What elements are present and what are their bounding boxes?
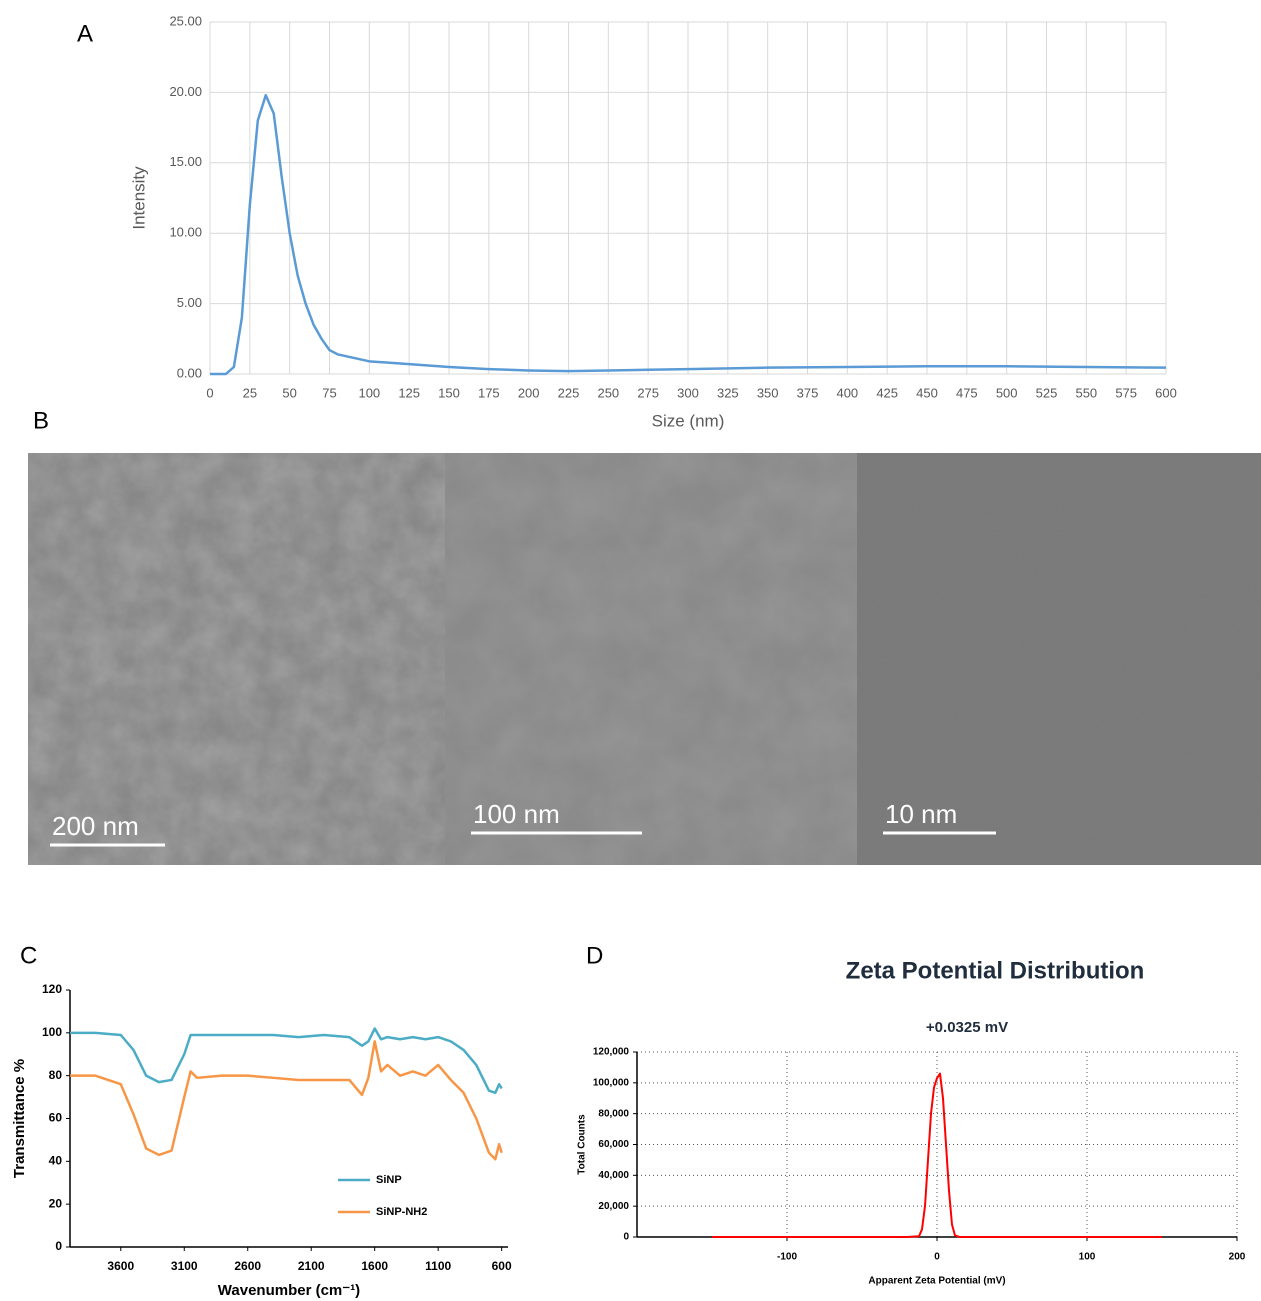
x-tick-label: 1600 <box>361 1259 388 1273</box>
x-axis-title: Wavenumber (cm⁻¹) <box>218 1282 360 1299</box>
scale-label: 200 nm <box>52 811 139 841</box>
x-tick-label: 0 <box>934 1252 940 1263</box>
x-tick-label: 3600 <box>107 1259 134 1273</box>
x-axis-title: Size (nm) <box>652 411 725 430</box>
data-line <box>210 93 1167 376</box>
y-tick-label: 80,000 <box>598 1108 629 1119</box>
y-tick-label: 0 <box>623 1232 629 1243</box>
x-tick-label: 425 <box>876 385 898 400</box>
x-tick-label: 2600 <box>234 1259 261 1273</box>
y-tick-label: 10.00 <box>169 225 202 240</box>
y-tick-label: 15.00 <box>169 154 202 169</box>
x-tick-label: 150 <box>438 385 460 400</box>
x-tick-label: 300 <box>677 385 699 400</box>
x-tick-label: 175 <box>478 385 500 400</box>
x-tick-label: 2100 <box>298 1259 325 1273</box>
x-tick-label: 325 <box>717 385 739 400</box>
x-axis-title: Apparent Zeta Potential (mV) <box>868 1276 1005 1287</box>
x-tick-label: 400 <box>836 385 858 400</box>
data-line <box>70 1040 503 1161</box>
y-tick-label: 5.00 <box>177 295 202 310</box>
y-tick-label: 40 <box>49 1154 63 1168</box>
micrographs: 200 nm 100 nm 10 nm <box>28 453 1261 865</box>
x-tick-label: 3100 <box>171 1259 198 1273</box>
y-tick-label: 20,000 <box>598 1201 629 1212</box>
x-tick-label: 350 <box>757 385 779 400</box>
y-tick-label: 80 <box>49 1068 63 1082</box>
panel-label: A <box>77 20 93 47</box>
y-tick-label: 120 <box>42 982 62 996</box>
y-tick-label: 20.00 <box>169 84 202 99</box>
x-tick-label: 550 <box>1075 385 1097 400</box>
y-tick-label: 100 <box>42 1025 62 1039</box>
y-tick-label: 25.00 <box>169 13 202 28</box>
chart-subtitle: +0.0325 mV <box>926 1019 1008 1036</box>
chart-title: Zeta Potential Distribution <box>846 957 1145 984</box>
x-tick-label: 0 <box>206 385 213 400</box>
x-tick-label: 125 <box>398 385 420 400</box>
x-tick-label: 600 <box>1155 385 1177 400</box>
data-line <box>70 1027 503 1095</box>
x-tick-label: 575 <box>1115 385 1137 400</box>
panel-label: C <box>20 942 37 969</box>
x-tick-label: 50 <box>282 385 296 400</box>
y-tick-label: 100,000 <box>593 1077 630 1088</box>
x-tick-label: 225 <box>558 385 580 400</box>
x-tick-label: 100 <box>358 385 380 400</box>
x-tick-label: 200 <box>518 385 540 400</box>
micrograph-texture <box>28 453 445 865</box>
x-tick-label: 275 <box>637 385 659 400</box>
x-tick-label: 450 <box>916 385 938 400</box>
x-tick-label: -100 <box>777 1252 797 1263</box>
y-tick-label: 0 <box>55 1239 62 1253</box>
data-line <box>712 1072 1162 1238</box>
x-tick-label: 25 <box>243 385 257 400</box>
x-tick-label: 600 <box>492 1259 512 1273</box>
panel-label: B <box>33 407 49 434</box>
y-tick-label: 120,000 <box>593 1047 630 1058</box>
x-tick-label: 1100 <box>425 1259 451 1273</box>
x-tick-label: 250 <box>597 385 619 400</box>
micrograph-texture <box>445 453 857 865</box>
x-tick-label: 475 <box>956 385 978 400</box>
x-tick-label: 75 <box>322 385 336 400</box>
micrograph-texture <box>857 453 1261 865</box>
legend-label: SiNP-NH2 <box>376 1206 427 1218</box>
y-tick-label: 0.00 <box>177 365 202 380</box>
x-tick-label: 100 <box>1079 1252 1096 1263</box>
x-tick-label: 525 <box>1036 385 1058 400</box>
x-tick-label: 500 <box>996 385 1018 400</box>
scale-label: 10 nm <box>885 799 957 829</box>
y-tick-label: 20 <box>49 1196 63 1210</box>
panel-label: D <box>586 942 603 969</box>
x-tick-label: 375 <box>797 385 819 400</box>
y-tick-label: 40,000 <box>598 1170 629 1181</box>
y-axis-title: Total Counts <box>577 1114 588 1175</box>
y-axis-title: Transmittance % <box>11 1059 28 1178</box>
y-axis-title: Intensity <box>129 166 148 230</box>
x-tick-label: 200 <box>1229 1252 1246 1263</box>
legend-label: SiNP <box>376 1174 402 1186</box>
scale-label: 100 nm <box>473 799 560 829</box>
y-tick-label: 60 <box>49 1111 63 1125</box>
y-tick-label: 60,000 <box>598 1139 629 1150</box>
